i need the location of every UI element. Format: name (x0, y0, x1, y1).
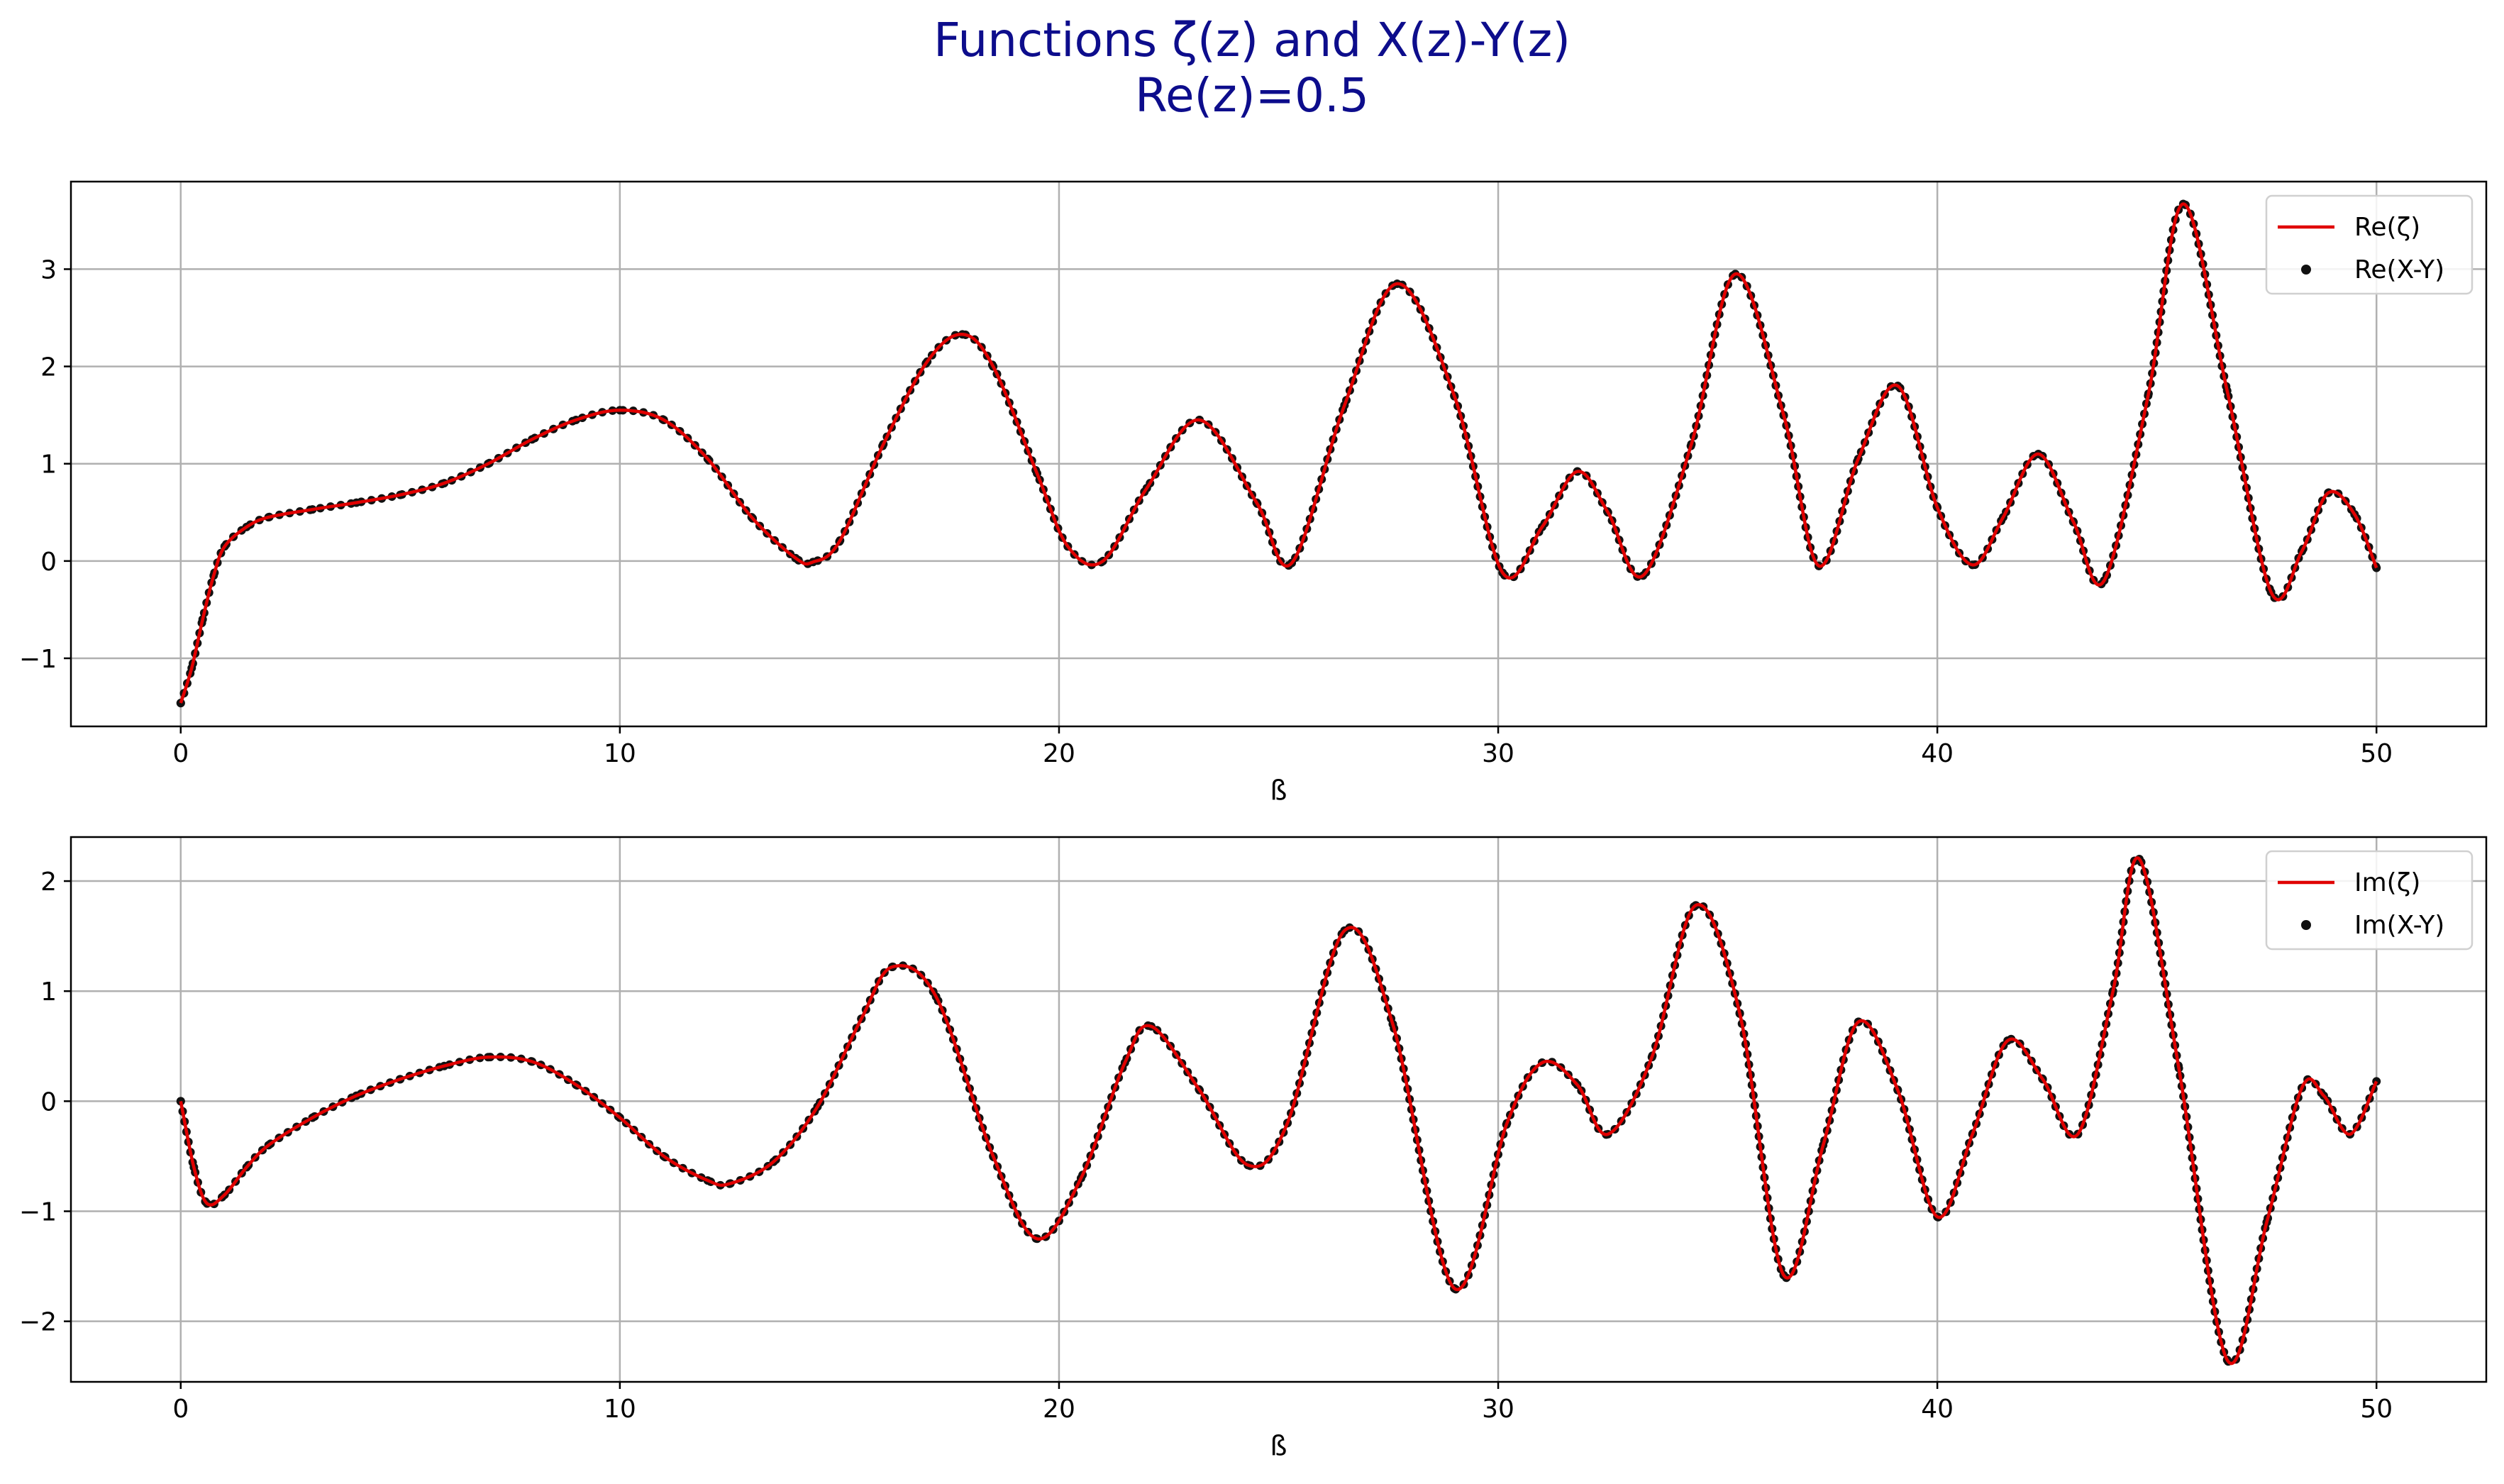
x-tick-label: 30 (1482, 739, 1514, 768)
subplot-2: 0 10 20 30 40 50 −2 −1 0 1 2 ß Im(ζ) Im(X-Y) (19, 836, 2488, 1461)
x-axis-label: ß (1270, 1430, 1287, 1461)
y-tick-label: 1 (40, 978, 57, 1007)
legend-dot-swatch (2301, 920, 2311, 930)
legend: Re(ζ) Re(X-Y) (2265, 194, 2473, 295)
figure-title-line1: Functions ζ(z) and X(z)-Y(z) (933, 13, 1571, 67)
x-tick-label: 40 (1921, 1395, 1954, 1424)
figure-title-line2: Re(z)=0.5 (1135, 68, 1369, 123)
y-tick-label: −2 (19, 1308, 57, 1337)
y-tick-label: −1 (19, 645, 57, 674)
figure-title: Functions ζ(z) and X(z)-Y(z) Re(z)=0.5 (0, 13, 2504, 123)
legend-label-dots: Im(X-Y) (2354, 911, 2444, 940)
legend-box (2265, 194, 2473, 295)
x-tick-label: 0 (172, 739, 189, 768)
x-tick-label: 20 (1043, 739, 1075, 768)
x-tick-label: 40 (1921, 739, 1954, 768)
series-line-2 (179, 856, 2378, 1366)
legend-label-line: Re(ζ) (2354, 213, 2420, 242)
x-tick-label: 0 (172, 1395, 189, 1424)
y-tick-label: 3 (40, 255, 57, 284)
y-tick-label: −1 (19, 1198, 57, 1227)
y-tick-label: 0 (40, 548, 57, 577)
x-tick-label: 50 (2360, 1395, 2393, 1424)
legend-label-dots: Re(X-Y) (2354, 255, 2444, 284)
series-dots-2 (176, 853, 2381, 1368)
series-line-1 (179, 202, 2378, 704)
x-tick-label: 10 (604, 1395, 636, 1424)
series-dots-1 (176, 199, 2381, 708)
axes-frame (70, 836, 2488, 1383)
data-point (176, 1097, 185, 1106)
x-axis-label: ß (1270, 775, 1287, 806)
axes-frame (70, 180, 2488, 728)
x-tick-label: 20 (1043, 1395, 1075, 1424)
y-tick-label: 2 (40, 868, 57, 897)
legend-dot-swatch (2301, 265, 2311, 275)
x-tick-label: 10 (604, 739, 636, 768)
y-tick-label: 2 (40, 353, 57, 382)
subplot-1: 0 10 20 30 40 50 −1 0 1 2 3 ß Re(ζ) Re(X-Y) (19, 180, 2488, 806)
x-tick-label: 30 (1482, 1395, 1514, 1424)
y-tick-label: 1 (40, 450, 57, 480)
legend: Im(ζ) Im(X-Y) (2265, 850, 2473, 951)
legend-box (2265, 850, 2473, 951)
legend-label-line: Im(ζ) (2354, 868, 2420, 897)
y-tick-label: 0 (40, 1087, 57, 1117)
x-tick-label: 50 (2360, 739, 2393, 768)
